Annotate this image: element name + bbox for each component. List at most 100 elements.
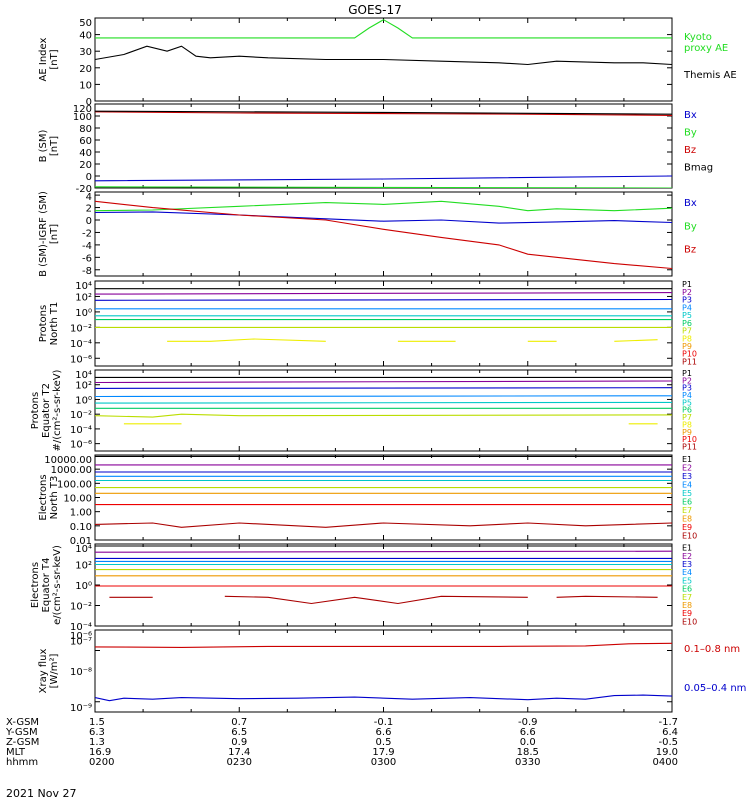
footer-value-x-gsm: 0.7 bbox=[231, 717, 247, 728]
y-tick-label: 10 bbox=[79, 80, 92, 91]
footer-value-y-gsm: 6.4 bbox=[662, 727, 678, 738]
y-axis-label: B (SM)-IGRF (SM) bbox=[38, 191, 49, 277]
series-group bbox=[95, 19, 672, 66]
y-axis-label: [nT] bbox=[49, 136, 60, 156]
legend-0-1-0-8-nm: 0.1–0.8 nm bbox=[684, 644, 740, 655]
y-axis-label: Equator T2 bbox=[41, 383, 52, 438]
y-tick-label: -2 bbox=[82, 228, 92, 239]
footer-value-z-gsm: 1.3 bbox=[89, 737, 105, 748]
y-axis-label: Electrons bbox=[30, 562, 41, 608]
series-p7 bbox=[95, 413, 672, 418]
legend-p2: P2 bbox=[682, 288, 692, 297]
y-tick-label: 10² bbox=[75, 561, 92, 572]
legend-e7: E7 bbox=[682, 593, 692, 602]
legend-bx: Bx bbox=[684, 198, 697, 209]
legend-e2: E2 bbox=[682, 463, 692, 472]
footer-value-mlt: 17.4 bbox=[228, 747, 250, 758]
legend-e5: E5 bbox=[682, 489, 692, 498]
legend-e10: E10 bbox=[682, 617, 697, 626]
legend-p2: P2 bbox=[682, 376, 692, 385]
y-tick-label: 0 bbox=[86, 97, 92, 108]
footer-value-z-gsm: 0.5 bbox=[376, 737, 392, 748]
series-by bbox=[95, 200, 672, 212]
footer-value-x-gsm: -0.9 bbox=[518, 717, 538, 728]
y-tick-label: 10⁻⁷ bbox=[70, 636, 92, 647]
y-tick-label: 10.00 bbox=[63, 494, 92, 505]
y-axis-label: Protons bbox=[38, 305, 49, 342]
series-0-05-0-4-nm bbox=[95, 694, 672, 702]
legend-e6: E6 bbox=[682, 585, 692, 594]
series-p8 bbox=[614, 339, 658, 342]
y-tick-label: 0.01 bbox=[70, 536, 92, 547]
y-tick-label: 10⁻² bbox=[70, 323, 92, 334]
series-themis-ae bbox=[95, 45, 672, 66]
legend-e6: E6 bbox=[682, 497, 692, 506]
y-tick-label: 2 bbox=[86, 204, 92, 215]
legend-e9: E9 bbox=[682, 609, 692, 618]
footer-value-time: 0400 bbox=[653, 757, 678, 768]
legend-e7: E7 bbox=[682, 506, 692, 515]
legend-p1: P1 bbox=[682, 369, 692, 378]
y-tick-label: 10⁻⁴ bbox=[70, 425, 92, 436]
y-tick-label: 10⁻⁶ bbox=[70, 631, 92, 642]
y-tick-label: 0 bbox=[86, 216, 92, 227]
legend-e2: E2 bbox=[682, 552, 692, 561]
series-e9 bbox=[95, 522, 672, 528]
y-axis-label: #/(cm²-s-sr-keV) bbox=[52, 369, 63, 451]
series-p4 bbox=[95, 395, 672, 398]
legend-p9: P9 bbox=[682, 428, 692, 437]
legend-p10: P10 bbox=[682, 435, 697, 444]
y-tick-label: 10⁻⁸ bbox=[70, 667, 92, 678]
y-tick-label: 10⁰ bbox=[75, 308, 92, 319]
legend-e8: E8 bbox=[682, 601, 692, 610]
y-tick-label: 10⁻⁶ bbox=[70, 440, 92, 451]
legend-p10: P10 bbox=[682, 350, 697, 359]
footer-value-z-gsm: -0.5 bbox=[658, 737, 678, 748]
legend-p6: P6 bbox=[682, 319, 692, 328]
footer-row-label: hhmm bbox=[6, 757, 38, 768]
legend-p6: P6 bbox=[682, 406, 692, 415]
footer-value-time: 0200 bbox=[89, 757, 114, 768]
y-tick-label: 10⁻² bbox=[70, 602, 92, 613]
legend-by: By bbox=[684, 221, 697, 232]
legend-bz: Bz bbox=[684, 145, 696, 156]
series-p2 bbox=[95, 292, 672, 295]
legend-p8: P8 bbox=[682, 420, 692, 429]
series-p3 bbox=[95, 387, 672, 389]
y-tick-label: 40 bbox=[79, 148, 92, 159]
y-tick-label: 10⁰ bbox=[75, 581, 92, 592]
y-axis-label: North T3 bbox=[49, 476, 60, 520]
series-kyoto-proxy-ae bbox=[95, 19, 672, 39]
legend-e8: E8 bbox=[682, 514, 692, 523]
footer-value-y-gsm: 6.3 bbox=[89, 727, 105, 738]
y-axis-label: Electrons bbox=[38, 474, 49, 520]
y-tick-label: 10⁻² bbox=[70, 410, 92, 421]
y-tick-label: -6 bbox=[82, 253, 92, 264]
legend-e4: E4 bbox=[682, 480, 692, 489]
footer-value-x-gsm: -0.1 bbox=[374, 717, 394, 728]
series-group bbox=[95, 642, 672, 702]
y-axis-label: e/(cm²-s-sr-keV) bbox=[52, 545, 63, 625]
legend-e3: E3 bbox=[682, 560, 692, 569]
legend-p11: P11 bbox=[682, 357, 697, 366]
footer-value-mlt: 19.0 bbox=[656, 747, 678, 758]
footer-value-z-gsm: 0.0 bbox=[520, 737, 536, 748]
legend-themis-ae: Themis AE bbox=[683, 70, 737, 81]
legend-e1: E1 bbox=[682, 455, 692, 464]
series-bx bbox=[95, 211, 672, 224]
legend-bmag: Bmag bbox=[684, 163, 713, 174]
footer-value-mlt: 18.5 bbox=[517, 747, 539, 758]
series-bmag bbox=[95, 110, 672, 115]
series-bz bbox=[95, 111, 672, 116]
y-tick-label: 10² bbox=[75, 292, 92, 303]
y-tick-label: 10⁻⁶ bbox=[70, 354, 92, 365]
y-axis-label: [W/m²] bbox=[49, 653, 60, 688]
y-axis-label: B (SM) bbox=[38, 129, 49, 162]
footer-value-z-gsm: 0.9 bbox=[231, 737, 247, 748]
panel-frame bbox=[94, 103, 673, 189]
series-group bbox=[95, 545, 672, 605]
series-e9 bbox=[224, 595, 528, 605]
